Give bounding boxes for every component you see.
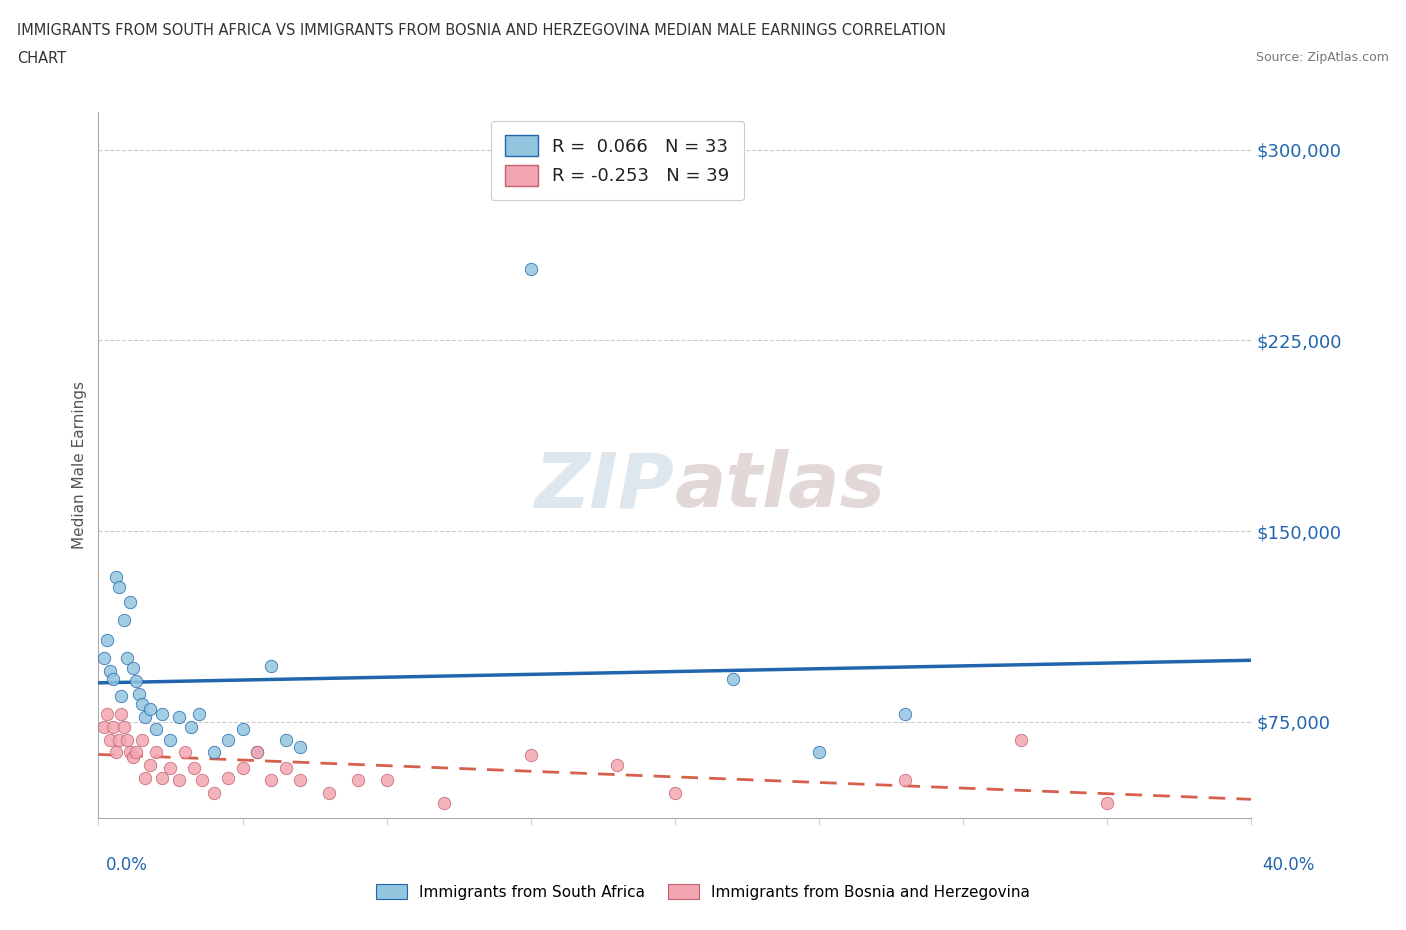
Point	[433, 796, 456, 811]
Point	[290, 739, 312, 754]
Point	[1010, 732, 1032, 747]
Text: CHART: CHART	[17, 51, 66, 66]
Point	[128, 686, 150, 701]
Point	[808, 745, 831, 760]
Point	[145, 745, 167, 760]
Text: IMMIGRANTS FROM SOUTH AFRICA VS IMMIGRANTS FROM BOSNIA AND HERZEGOVINA MEDIAN MA: IMMIGRANTS FROM SOUTH AFRICA VS IMMIGRAN…	[17, 23, 946, 38]
Point	[93, 651, 115, 666]
Point	[246, 745, 269, 760]
Point	[131, 732, 153, 747]
Point	[112, 720, 135, 735]
Point	[104, 745, 127, 760]
Point	[180, 720, 202, 735]
Point	[894, 773, 917, 788]
Point	[260, 658, 283, 673]
Point	[274, 732, 297, 747]
Text: 0.0%: 0.0%	[105, 856, 148, 873]
Legend: R =  0.066   N = 33, R = -0.253   N = 39: R = 0.066 N = 33, R = -0.253 N = 39	[491, 121, 744, 200]
Legend: Immigrants from South Africa, Immigrants from Bosnia and Herzegovina: Immigrants from South Africa, Immigrants…	[370, 877, 1036, 906]
Point	[101, 720, 124, 735]
Point	[134, 770, 156, 785]
Point	[664, 786, 686, 801]
Point	[174, 745, 197, 760]
Point	[231, 760, 254, 775]
Point	[110, 707, 132, 722]
Point	[159, 732, 181, 747]
Point	[150, 770, 173, 785]
Point	[375, 773, 398, 788]
Text: atlas: atlas	[675, 449, 886, 524]
Text: ZIP: ZIP	[536, 449, 675, 524]
Point	[131, 697, 153, 711]
Point	[183, 760, 205, 775]
Point	[217, 732, 239, 747]
Point	[191, 773, 214, 788]
Point	[98, 732, 121, 747]
Point	[231, 722, 254, 737]
Point	[202, 786, 225, 801]
Point	[93, 720, 115, 735]
Text: 40.0%: 40.0%	[1263, 856, 1315, 873]
Point	[139, 701, 162, 716]
Point	[159, 760, 181, 775]
Point	[96, 707, 118, 722]
Point	[122, 750, 145, 764]
Point	[1097, 796, 1119, 811]
Point	[117, 732, 139, 747]
Point	[107, 732, 129, 747]
Point	[217, 770, 239, 785]
Point	[520, 261, 543, 276]
Point	[188, 707, 211, 722]
Point	[606, 758, 628, 773]
Point	[120, 745, 142, 760]
Point	[246, 745, 269, 760]
Point	[202, 745, 225, 760]
Point	[318, 786, 340, 801]
Point	[112, 613, 135, 628]
Point	[346, 773, 368, 788]
Point	[101, 671, 124, 686]
Point	[110, 689, 132, 704]
Point	[150, 707, 173, 722]
Point	[520, 748, 543, 763]
Point	[274, 760, 297, 775]
Point	[104, 569, 127, 584]
Point	[107, 579, 129, 594]
Point	[139, 758, 162, 773]
Point	[125, 673, 148, 688]
Point	[96, 633, 118, 648]
Point	[145, 722, 167, 737]
Point	[120, 595, 142, 610]
Point	[122, 661, 145, 676]
Point	[117, 651, 139, 666]
Point	[167, 773, 190, 788]
Point	[894, 707, 917, 722]
Text: Source: ZipAtlas.com: Source: ZipAtlas.com	[1256, 51, 1389, 64]
Y-axis label: Median Male Earnings: Median Male Earnings	[72, 381, 87, 549]
Point	[290, 773, 312, 788]
Point	[98, 663, 121, 678]
Point	[167, 710, 190, 724]
Point	[134, 710, 156, 724]
Point	[125, 745, 148, 760]
Point	[721, 671, 744, 686]
Point	[260, 773, 283, 788]
